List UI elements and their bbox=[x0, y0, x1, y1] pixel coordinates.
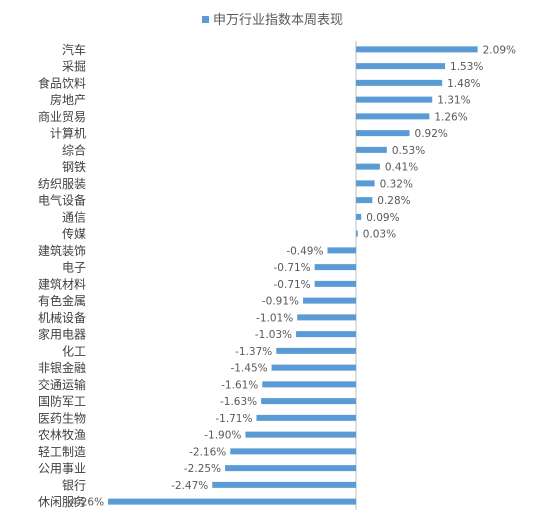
category-label: 交通运输 bbox=[38, 377, 86, 392]
data-label: -0.71% bbox=[274, 279, 311, 291]
data-label: 0.53% bbox=[392, 145, 425, 157]
data-label: 0.28% bbox=[377, 195, 410, 207]
data-label: -1.37% bbox=[235, 346, 272, 358]
data-label: 0.92% bbox=[415, 128, 448, 140]
data-label: 2.09% bbox=[483, 44, 516, 56]
category-label: 医药生物 bbox=[38, 411, 86, 425]
data-label: -2.47% bbox=[171, 480, 208, 492]
category-label: 国防军工 bbox=[38, 394, 86, 409]
category-label: 采掘 bbox=[62, 59, 86, 74]
category-label: 汽车 bbox=[62, 42, 86, 57]
data-label: -1.03% bbox=[255, 329, 292, 341]
data-label: 0.03% bbox=[363, 229, 396, 241]
data-label: -1.61% bbox=[221, 379, 258, 391]
category-label: 综合 bbox=[62, 142, 86, 157]
data-label: -1.71% bbox=[215, 413, 252, 425]
category-label: 农林牧渔 bbox=[38, 428, 86, 442]
data-label: -2.16% bbox=[189, 446, 226, 458]
category-label: 房地产 bbox=[50, 92, 86, 107]
category-label: 计算机 bbox=[50, 126, 86, 141]
bar bbox=[108, 498, 357, 505]
category-label: 休闲服务 bbox=[38, 494, 86, 509]
bar bbox=[356, 230, 358, 237]
data-label: -1.63% bbox=[220, 396, 257, 408]
data-label: -4.26% bbox=[67, 497, 104, 509]
bar bbox=[261, 398, 356, 405]
category-label: 传媒 bbox=[62, 226, 86, 241]
bar bbox=[296, 331, 356, 338]
bar bbox=[262, 381, 356, 388]
category-label: 非银金融 bbox=[38, 360, 86, 375]
category-label: 电子 bbox=[62, 261, 86, 275]
bar bbox=[212, 481, 356, 488]
data-label: -1.90% bbox=[204, 430, 241, 442]
bar bbox=[276, 347, 356, 354]
legend: 申万行业指数本周表现 bbox=[0, 9, 545, 28]
bar bbox=[356, 46, 478, 53]
bar bbox=[356, 113, 430, 120]
data-label: -1.45% bbox=[230, 363, 267, 375]
bar bbox=[245, 431, 356, 438]
data-label: 1.48% bbox=[447, 78, 480, 90]
data-label: -0.49% bbox=[286, 245, 323, 257]
bar bbox=[356, 197, 373, 204]
bar bbox=[314, 264, 356, 271]
data-label: 0.41% bbox=[385, 162, 418, 174]
bar bbox=[356, 213, 362, 220]
bar bbox=[271, 364, 356, 371]
bar bbox=[225, 465, 356, 472]
legend-swatch bbox=[201, 16, 209, 23]
bar bbox=[314, 280, 356, 287]
data-label: 1.53% bbox=[450, 61, 483, 73]
data-label: 0.09% bbox=[366, 212, 399, 224]
data-label: 0.32% bbox=[380, 178, 413, 190]
category-label: 通信 bbox=[62, 210, 86, 224]
bar bbox=[303, 297, 356, 304]
category-label: 建筑材料 bbox=[38, 276, 86, 291]
category-label: 银行 bbox=[62, 478, 86, 492]
category-label: 机械设备 bbox=[38, 310, 86, 325]
data-label: -0.71% bbox=[274, 262, 311, 274]
data-label: -2.25% bbox=[184, 463, 221, 475]
bar bbox=[356, 130, 410, 137]
bar bbox=[356, 79, 443, 86]
category-label: 家用电器 bbox=[38, 327, 86, 342]
bar bbox=[297, 314, 356, 321]
data-label: 1.31% bbox=[437, 95, 470, 107]
bar bbox=[230, 448, 356, 455]
legend-label: 申万行业指数本周表现 bbox=[212, 13, 343, 28]
category-label: 食品饮料 bbox=[38, 75, 86, 90]
bar bbox=[327, 247, 356, 254]
data-label: -0.91% bbox=[262, 296, 299, 308]
category-label: 公用事业 bbox=[38, 462, 86, 476]
bar bbox=[256, 414, 356, 421]
bar bbox=[356, 180, 375, 187]
data-label: -1.01% bbox=[256, 312, 293, 324]
bar bbox=[356, 163, 380, 170]
bar bbox=[356, 63, 446, 70]
category-label: 纺织服装 bbox=[38, 177, 86, 191]
bar bbox=[356, 146, 387, 153]
category-label: 化工 bbox=[62, 344, 86, 358]
category-label: 有色金属 bbox=[38, 293, 86, 308]
category-label: 建筑装饰 bbox=[38, 243, 86, 258]
category-label: 电气设备 bbox=[38, 193, 86, 208]
bar bbox=[356, 96, 433, 103]
data-label: 1.26% bbox=[434, 111, 467, 123]
category-label: 钢铁 bbox=[62, 160, 86, 174]
category-label: 商业贸易 bbox=[38, 109, 86, 124]
category-label: 轻工制造 bbox=[38, 445, 86, 459]
